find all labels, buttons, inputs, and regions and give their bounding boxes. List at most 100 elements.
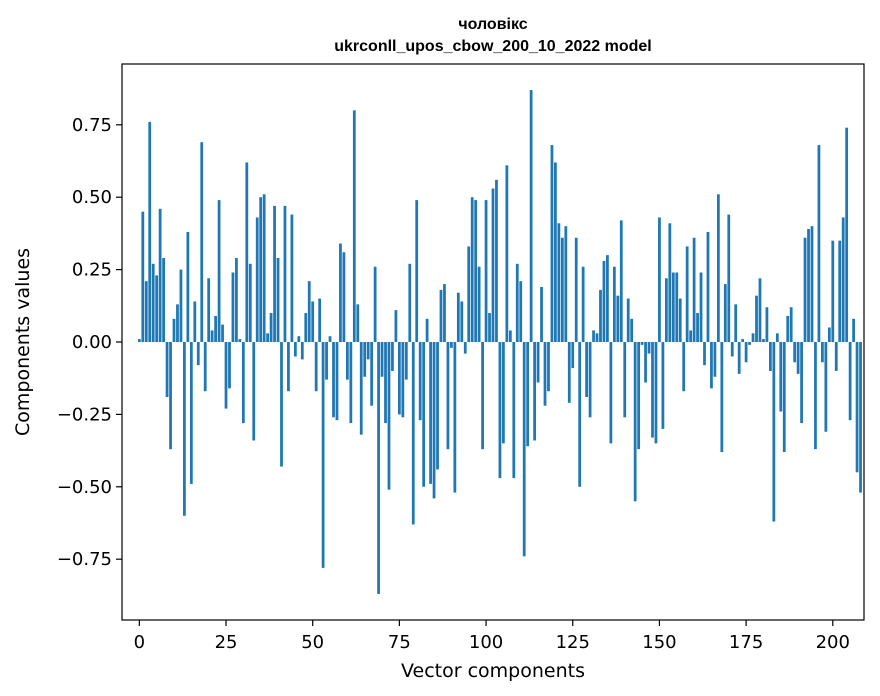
bar-134 xyxy=(602,260,606,342)
bar-103 xyxy=(495,179,498,342)
x-tick-label: 100 xyxy=(469,632,503,653)
bar-77 xyxy=(404,342,408,380)
x-tick-label: 200 xyxy=(816,632,850,653)
bar-201 xyxy=(834,342,838,371)
bar-9 xyxy=(169,342,172,450)
bar-90 xyxy=(450,342,453,348)
bar-164 xyxy=(706,231,710,342)
bar-153 xyxy=(668,223,672,342)
bar-7 xyxy=(162,258,165,342)
bar-187 xyxy=(786,315,790,342)
bar-19 xyxy=(203,342,207,392)
bar-37 xyxy=(266,333,270,342)
y-tick-label: −0.25 xyxy=(57,404,112,425)
bar-123 xyxy=(564,226,568,342)
bar-84 xyxy=(429,342,432,484)
bar-180 xyxy=(762,339,765,342)
bar-130 xyxy=(588,342,592,418)
bar-192 xyxy=(803,237,807,342)
bar-14 xyxy=(186,231,190,342)
bar-47 xyxy=(300,342,304,360)
bar-99 xyxy=(481,342,484,450)
bar-79 xyxy=(411,342,415,525)
bar-48 xyxy=(304,313,308,342)
bar-65 xyxy=(363,342,367,377)
bar-100 xyxy=(484,200,488,342)
bar-76 xyxy=(401,342,405,418)
bar-185 xyxy=(779,342,783,412)
bar-16 xyxy=(193,301,197,342)
bar-88 xyxy=(443,284,446,342)
bar-4 xyxy=(151,263,155,342)
bar-68 xyxy=(373,266,377,342)
bar-107 xyxy=(508,330,512,342)
bar-106 xyxy=(505,165,509,342)
bar-176 xyxy=(748,342,751,345)
bar-147 xyxy=(647,342,651,354)
bar-41 xyxy=(280,342,283,467)
bar-57 xyxy=(335,342,339,421)
bar-199 xyxy=(827,327,831,342)
bar-174 xyxy=(741,339,745,342)
bar-198 xyxy=(824,342,828,432)
x-tick-label: 50 xyxy=(301,632,324,653)
bar-162 xyxy=(699,272,703,342)
bar-75 xyxy=(398,342,401,415)
bar-71 xyxy=(384,342,387,424)
y-tick-label: −0.75 xyxy=(57,549,112,570)
bar-139 xyxy=(619,220,623,342)
bar-119 xyxy=(550,145,554,342)
y-tick-label: 0.25 xyxy=(72,260,112,281)
bar-114 xyxy=(533,342,536,441)
bar-108 xyxy=(512,342,516,479)
bar-191 xyxy=(800,342,803,424)
bar-161 xyxy=(696,313,699,342)
bar-5 xyxy=(155,275,159,342)
bar-87 xyxy=(439,289,443,343)
bar-202 xyxy=(838,240,842,342)
bar-69 xyxy=(377,342,380,594)
bar-83 xyxy=(425,318,429,342)
plot-area-frame xyxy=(121,63,865,621)
bar-124 xyxy=(567,342,571,403)
bar-105 xyxy=(502,342,505,444)
bar-116 xyxy=(540,286,543,342)
bar-132 xyxy=(595,333,599,342)
bar-38 xyxy=(269,313,273,342)
x-tick-label: 25 xyxy=(215,632,238,653)
bar-172 xyxy=(734,304,738,342)
bar-2 xyxy=(144,281,148,342)
bar-27 xyxy=(231,272,235,342)
bar-28 xyxy=(235,258,238,342)
bar-21 xyxy=(210,330,214,342)
bar-73 xyxy=(391,342,394,371)
bar-3 xyxy=(148,121,152,342)
bar-203 xyxy=(841,217,845,342)
bar-24 xyxy=(221,324,224,342)
bar-31 xyxy=(245,162,249,342)
bar-200 xyxy=(831,240,835,342)
bar-181 xyxy=(765,307,769,342)
bar-1 xyxy=(141,211,145,342)
bar-102 xyxy=(491,188,495,342)
bar-55 xyxy=(328,336,332,342)
bar-125 xyxy=(571,342,575,369)
bar-135 xyxy=(606,255,609,342)
bar-129 xyxy=(585,342,588,398)
bar-39 xyxy=(273,205,276,342)
bar-127 xyxy=(578,342,582,487)
bar-23 xyxy=(217,200,221,342)
bar-173 xyxy=(737,342,741,374)
bar-138 xyxy=(616,295,620,342)
bar-91 xyxy=(453,342,457,493)
bar-0 xyxy=(137,339,141,342)
bar-193 xyxy=(807,229,810,342)
bar-61 xyxy=(349,342,353,424)
bar-67 xyxy=(370,342,374,406)
y-tick-label: −0.50 xyxy=(57,477,112,498)
bar-25 xyxy=(224,342,228,409)
bar-53 xyxy=(321,342,325,568)
bar-190 xyxy=(796,342,800,374)
bar-167 xyxy=(716,194,720,342)
bar-50 xyxy=(311,301,315,342)
